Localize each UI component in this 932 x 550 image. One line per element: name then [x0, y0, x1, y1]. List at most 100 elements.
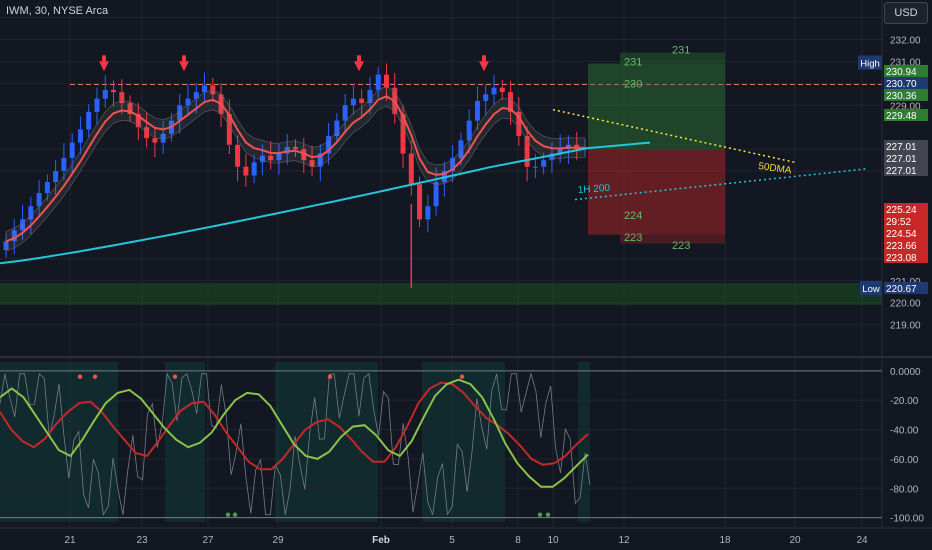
- price-axis-tick: 231.00: [890, 57, 921, 68]
- price-label: [884, 239, 928, 251]
- oscillator-shade: [578, 362, 590, 522]
- osc-marker: [545, 512, 551, 517]
- price-label-text: 223.08: [886, 253, 917, 264]
- ema-band: [5, 86, 586, 252]
- time-axis-tick: 12: [618, 535, 630, 546]
- top-arrow-stem: [482, 55, 486, 62]
- top-arrow: [179, 61, 189, 72]
- time-axis-tick: 27: [202, 535, 214, 546]
- price-label: [884, 89, 928, 101]
- osc-axis-tick: -40.00: [890, 426, 919, 437]
- candle-body: [127, 103, 133, 115]
- time-axis-tick: 10: [547, 535, 559, 546]
- candle-body: [532, 166, 538, 168]
- price-label: [884, 203, 928, 215]
- candle-body: [342, 105, 348, 121]
- candle-body: [226, 114, 232, 145]
- time-axis-tick: Feb: [372, 535, 390, 546]
- candle-body: [334, 120, 340, 136]
- osc-axis-tick: 0.0000: [890, 367, 921, 378]
- ema-line: [5, 95, 586, 243]
- candle-body: [268, 155, 274, 161]
- price-label-text: 230.94: [886, 67, 917, 78]
- candle-body: [20, 219, 26, 231]
- price-label: [884, 152, 928, 164]
- price-label-text: 227.01: [886, 142, 917, 153]
- candle-body: [516, 111, 522, 136]
- oscillator-shade: [422, 362, 505, 522]
- sma200-line: [0, 141, 651, 265]
- candle-body: [259, 155, 265, 163]
- candle-body: [375, 74, 381, 90]
- oscillator-shade: [165, 362, 205, 522]
- candle-body: [499, 87, 505, 93]
- top-arrow: [99, 61, 109, 72]
- osc-marker: [459, 374, 465, 379]
- candle-body: [102, 89, 108, 99]
- price-label-text: 230.70: [886, 79, 917, 90]
- osc-axis-tick: -60.00: [890, 455, 919, 466]
- price-label: [884, 215, 928, 227]
- price-label-text: 29:52: [886, 217, 911, 228]
- price-label: [884, 227, 928, 239]
- candle-body: [541, 160, 547, 167]
- osc-marker: [537, 512, 543, 517]
- top-arrow-stem: [357, 55, 361, 62]
- trendline-1h200: [574, 168, 867, 201]
- price-label-text: 227.01: [886, 154, 917, 165]
- time-axis-tick: 5: [449, 535, 455, 546]
- time-axis-tick: 18: [719, 535, 731, 546]
- candle-body: [235, 144, 241, 167]
- support-zone: [0, 282, 882, 305]
- level-label: 224: [624, 210, 642, 222]
- top-arrow-stem: [102, 55, 106, 62]
- currency-button[interactable]: USD: [884, 2, 928, 24]
- low-price-label: [884, 282, 928, 295]
- level-label: 231: [672, 45, 690, 57]
- low-tag: [860, 281, 882, 296]
- candle-body: [408, 153, 414, 185]
- candle-body: [111, 89, 117, 93]
- price-axis-tick: 229.00: [890, 101, 921, 112]
- candle-body: [61, 157, 67, 172]
- target-zone-top: [620, 52, 725, 64]
- candle-body: [524, 136, 530, 167]
- candle-body: [202, 85, 208, 93]
- price-label-text: 229.48: [886, 111, 917, 122]
- osc-marker: [225, 512, 231, 517]
- osc-marker: [327, 374, 333, 379]
- level-label: 231: [624, 56, 642, 68]
- candle-body: [86, 111, 92, 130]
- top-arrow-stem: [182, 55, 186, 62]
- candle-body: [185, 98, 191, 106]
- price-label: [884, 109, 928, 121]
- osc-marker: [92, 374, 98, 379]
- candle-body: [400, 114, 406, 154]
- candle-body: [94, 98, 100, 112]
- price-label: [884, 77, 928, 89]
- candle-body: [474, 100, 480, 121]
- candle-body: [36, 193, 42, 207]
- candle-body: [276, 153, 282, 161]
- time-axis-tick: 21: [64, 535, 76, 546]
- candle-body: [69, 142, 75, 158]
- candle-body: [251, 162, 257, 176]
- candle-body: [193, 92, 199, 99]
- osc-marker: [232, 512, 238, 517]
- price-axis-tick: 232.00: [890, 35, 921, 46]
- candle-body: [11, 230, 17, 242]
- osc-axis-tick: -20.00: [890, 396, 919, 407]
- high-tag: [858, 55, 882, 70]
- oscillator-shade: [0, 362, 118, 522]
- level-label: 223: [624, 232, 642, 244]
- stop-zone: [588, 148, 725, 235]
- price-label-text: 230.36: [886, 91, 917, 102]
- trendline-50dma: [552, 108, 796, 164]
- candle-body: [483, 94, 489, 101]
- target-zone: [588, 63, 725, 149]
- time-axis-tick: 8: [515, 535, 521, 546]
- candle-body: [383, 74, 389, 88]
- level-label: 230: [624, 78, 642, 90]
- low-tag-label: Low: [862, 284, 880, 295]
